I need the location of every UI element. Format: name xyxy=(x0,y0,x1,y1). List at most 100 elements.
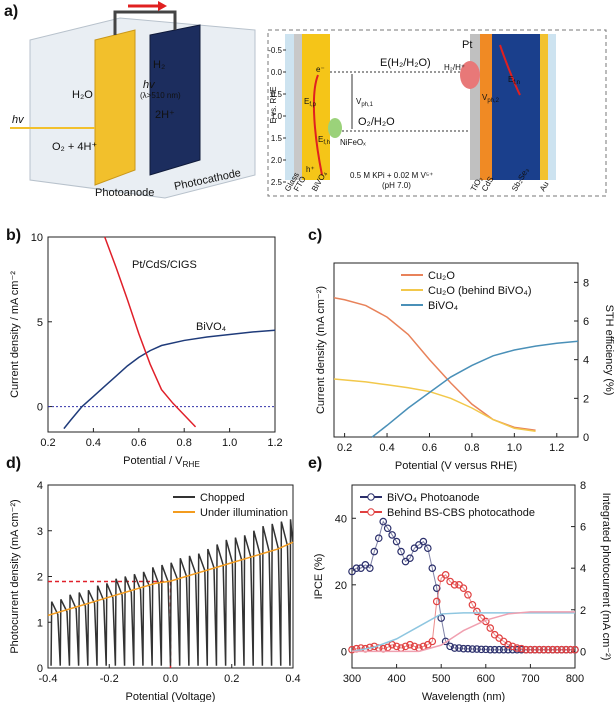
energy-tick-label: 0.0 xyxy=(271,68,283,77)
y-tick-label: 10 xyxy=(31,232,43,244)
data-point xyxy=(535,645,544,654)
data-point xyxy=(428,564,437,572)
data-point xyxy=(481,645,490,654)
data-point xyxy=(473,645,481,653)
x-tick-label: 1.0 xyxy=(222,437,237,449)
layer xyxy=(480,34,492,180)
couple-label: H₂/H⁺ xyxy=(444,63,465,72)
data-point xyxy=(370,547,379,556)
y2-axis-label: STH efficiency (%) xyxy=(603,305,614,396)
pt-catalyst xyxy=(460,61,480,89)
energy-diagram: E vs. RHE E(H₂/H₂O) O₂/H₂O NiFeOₓ Pt H₂/… xyxy=(267,29,607,197)
data-point xyxy=(486,645,495,654)
x-tick-label: 500 xyxy=(432,673,450,685)
vph-sub: ph,2 xyxy=(487,98,499,104)
x-tick-label: 0.0 xyxy=(163,673,178,685)
x-tick-label: 0.8 xyxy=(177,437,192,449)
energy-tick-label: 0.5 xyxy=(271,90,283,99)
annotation-main: BiVO₄ xyxy=(196,321,227,333)
panel-label: b) xyxy=(6,227,21,244)
fermi-sub: f,p xyxy=(309,102,316,108)
legend-marker xyxy=(367,508,375,516)
data-point xyxy=(473,607,481,616)
legend-label: Chopped xyxy=(200,492,245,504)
layer-label: Au xyxy=(538,180,551,193)
fermi-main: E xyxy=(318,135,323,144)
y-tick-label: 0 xyxy=(341,646,347,658)
series-line xyxy=(333,297,536,431)
energy-tick-label: 2.0 xyxy=(271,156,283,165)
data-point xyxy=(392,537,401,546)
y-tick-label: 3 xyxy=(37,526,43,538)
arrow-head xyxy=(158,1,167,11)
reaction-label: O₂ + 4H⁺ xyxy=(52,141,97,153)
x-axis-label: Wavelength (nm) xyxy=(422,691,505,702)
y-tick-label: 2 xyxy=(37,572,43,584)
data-point xyxy=(432,584,441,592)
x-tick-label: -0.2 xyxy=(100,673,119,685)
legend-label: Cu₂O (behind BiVO₄) xyxy=(428,285,532,297)
energy-tick-label: 2.5 xyxy=(271,178,283,187)
x-axis-label: Potential (V versus RHE) xyxy=(395,460,517,472)
data-point xyxy=(526,645,535,654)
electrolyte-label: 0.5 M KPi + 0.02 M V⁵⁺ xyxy=(350,171,433,180)
series-line xyxy=(104,236,197,428)
layer xyxy=(492,34,540,180)
x-tick-label: 1.2 xyxy=(267,437,282,449)
data-point xyxy=(464,644,472,653)
y-tick-label: 4 xyxy=(37,480,43,492)
energy-tick-label: -0.5 xyxy=(268,46,282,55)
x-tick-label: 600 xyxy=(477,673,495,685)
data-point xyxy=(406,554,414,563)
data-point xyxy=(459,644,468,653)
hole-label: h⁺ xyxy=(306,165,315,174)
pt-label: Pt xyxy=(462,39,472,51)
y2-tick-label: 2 xyxy=(580,605,586,617)
data-point xyxy=(522,645,530,654)
y2-tick-label: 2 xyxy=(583,393,589,405)
legend-label: Behind BS-CBS photocathode xyxy=(387,507,535,519)
data-point xyxy=(531,645,539,654)
data-point xyxy=(406,640,414,649)
light-label: hv xyxy=(143,79,156,91)
y-axis-label: Current density / mA cm⁻² xyxy=(9,271,21,398)
data-point xyxy=(499,645,508,654)
data-point xyxy=(553,645,561,654)
fermi-label: Ef,n xyxy=(508,75,520,86)
data-point xyxy=(468,645,477,653)
x-tick-label: 0.4 xyxy=(379,442,394,454)
data-point xyxy=(348,645,356,654)
data-point xyxy=(450,581,459,589)
legend-label: BiVO₄ xyxy=(428,300,459,312)
series-line xyxy=(50,519,294,666)
series-line xyxy=(333,378,536,432)
level-label: E(H₂/H₂O) xyxy=(380,57,431,69)
data-point xyxy=(446,642,454,651)
band-path xyxy=(499,44,521,96)
x-tick-label: 0.4 xyxy=(285,673,300,685)
data-point xyxy=(557,645,566,654)
y-tick-label: 0 xyxy=(37,402,43,414)
y-axis-label: Current density (mA cm⁻²) xyxy=(315,286,327,414)
y2-tick-label: 6 xyxy=(583,316,589,328)
x-axis-label: Potential / VRHE xyxy=(123,455,200,469)
y-tick-label: 20 xyxy=(335,580,347,592)
data-point xyxy=(508,642,517,651)
series-line xyxy=(351,612,575,653)
x-tick-label: 0.6 xyxy=(422,442,437,454)
level-label: O₂/H₂O xyxy=(358,116,395,128)
ph-label: (pH 7.0) xyxy=(382,181,411,190)
data-point xyxy=(397,547,405,556)
data-point xyxy=(383,524,392,533)
x-tick-label: 400 xyxy=(387,673,405,685)
energy-tick-label: 1.0 xyxy=(271,112,283,121)
data-point xyxy=(455,644,463,652)
vph-label: Vph,1 xyxy=(356,97,374,108)
data-point xyxy=(437,614,446,622)
nife-catalyst xyxy=(328,118,342,138)
series-line xyxy=(371,340,579,438)
legend-label: BiVO₄ Photoanode xyxy=(387,492,480,504)
electron-label: e⁻ xyxy=(316,65,325,74)
data-point xyxy=(388,640,396,649)
